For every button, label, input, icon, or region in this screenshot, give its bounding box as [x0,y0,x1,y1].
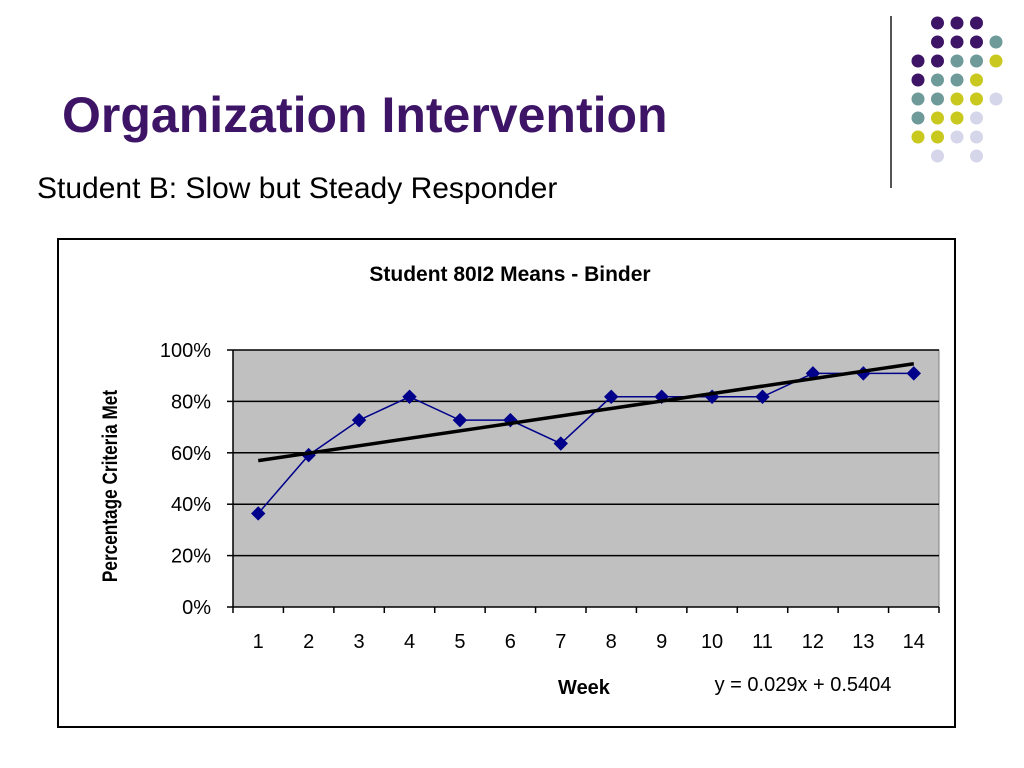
decorative-dot [950,54,964,68]
decorative-dot [931,130,944,144]
x-tick-label: 8 [606,631,617,653]
decorative-dot [911,130,925,144]
x-axis-label: Week [558,677,611,699]
x-tick-label: 3 [354,631,365,653]
decorative-dot [931,73,944,87]
y-tick-label: 100% [160,340,211,362]
decorative-dot [911,111,925,125]
trendline [257,362,915,463]
decorative-dot [950,111,964,125]
decorative-dot [970,149,983,163]
decorative-dot [970,54,983,68]
decorative-dot [970,92,983,106]
chart-title: Student 80I2 Means - Binder [369,263,650,286]
data-point-marker [402,389,417,404]
data-point-marker [251,506,266,521]
x-tick-label: 9 [656,631,667,653]
line-chart: Student 80I2 Means - Binder Percentage C… [100,263,940,699]
decorative-dot [931,111,944,125]
decorative-dot [950,73,964,87]
decorative-dot [931,92,944,106]
plot-area [232,349,940,608]
x-tick-label: 4 [404,631,415,653]
x-tick-label: 14 [903,631,925,653]
decorative-dot [989,54,1003,68]
decorative-dot [950,16,964,30]
x-tick-label: 6 [505,631,516,653]
decorative-dot [970,35,983,49]
x-tick-label: 13 [852,631,874,653]
decorative-dot [950,35,964,49]
decorative-dot [950,130,964,144]
y-tick-label: 60% [171,443,211,465]
x-tick-label: 11 [752,631,773,653]
x-tick-label: 7 [555,631,566,653]
decorative-dot [931,54,944,68]
y-tick-label: 80% [171,391,211,413]
y-tick-label: 0% [182,597,211,619]
trendline-equation: y = 0.029x + 0.5404 [715,674,892,696]
x-tick-label: 12 [802,631,824,653]
y-tick-label: 40% [171,494,211,516]
x-tick-label: 10 [701,631,723,653]
slide-title: Organization Intervention [62,87,668,143]
decorative-dot [989,92,1003,106]
x-tick-label: 1 [253,631,264,653]
decorative-dot [970,16,983,30]
decorative-divider-line [890,16,892,188]
decorative-dot [911,73,925,87]
y-axis-label: Percentage Criteria Met [100,389,123,582]
chart-frame: Student 80I2 Means - Binder Percentage C… [57,238,956,728]
decorative-dot [970,130,983,144]
decorative-dot [931,16,944,30]
decorative-dot [970,73,983,87]
decorative-dot [911,54,925,68]
slide-subtitle: Student B: Slow but Steady Responder [37,172,558,205]
decorative-dot [911,92,925,106]
decorative-dot [931,149,944,163]
data-point-marker [452,412,468,428]
x-tick-label: 5 [454,631,465,653]
data-point-marker [604,389,619,404]
y-tick-label: 20% [171,546,211,568]
decorative-dot [989,35,1003,49]
x-tick-label: 2 [303,631,314,653]
data-point-marker [906,366,921,381]
decorative-dot [950,92,964,106]
data-point-marker [351,412,367,428]
data-point-marker [755,389,770,404]
decorative-dot [931,35,944,49]
data-point-marker [553,436,568,451]
series-line [257,372,914,514]
decorative-dot [970,111,983,125]
